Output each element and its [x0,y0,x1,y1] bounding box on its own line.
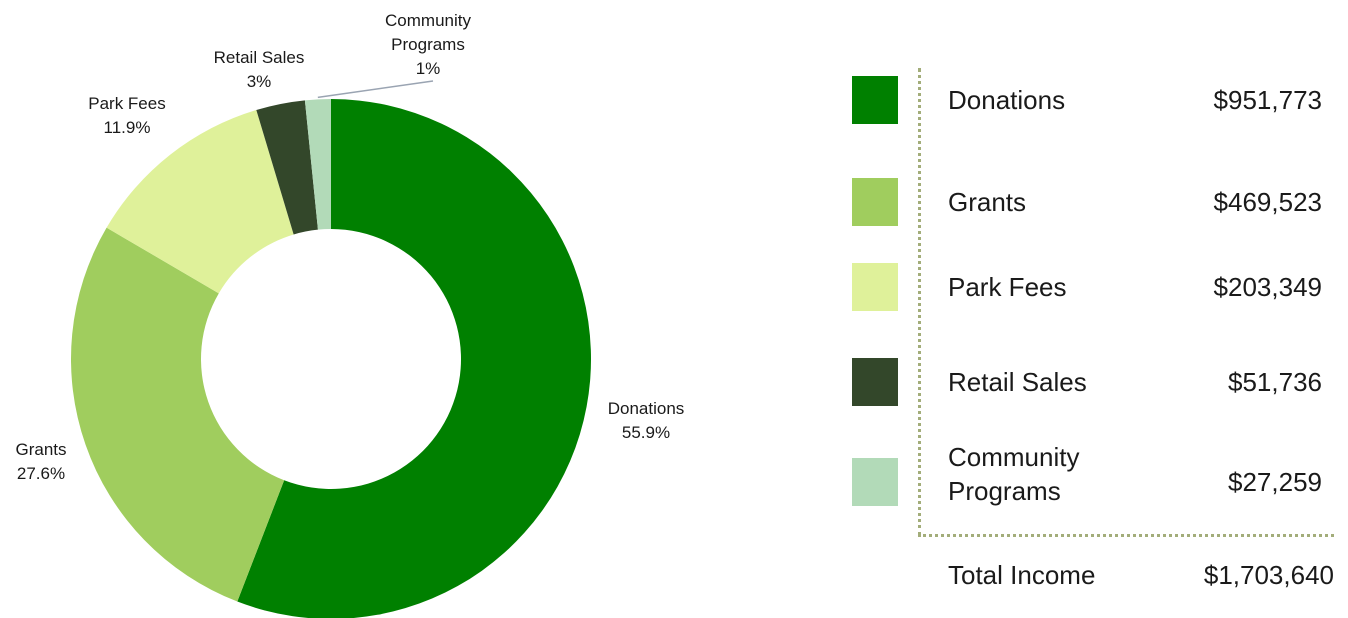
slice-community-programs [304,99,331,230]
legend-value-park-fees: $203,349 [1213,272,1322,302]
legend-swatch-community-programs [852,458,898,506]
legend-swatch-retail-sales [852,358,898,406]
legend-label-donations: Donations [948,85,1066,115]
slice-label-park-fees: Park Fees 11.9% [88,94,165,137]
slice-retail-sales [256,100,318,235]
slice-label-community-programs: Community Programs 1% [385,11,471,78]
slice-grants [70,227,285,602]
legend-value-retail-sales: $51,736 [1228,367,1322,397]
total-income-value: $1,703,640 [1203,560,1334,590]
slice-label-retail-sales: Retail Sales 3% [214,48,305,91]
legend-divider-horizontal [918,534,1334,537]
legend-value-donations: $951,773 [1213,85,1322,115]
legend-divider-vertical [918,68,921,536]
legend-row-community-programs: Community Programs $27,259 [840,442,1348,508]
legend-value-grants: $469,523 [1213,187,1322,217]
legend-table: Donations $951,773 Grants $469,523 Park Fees… [840,0,1348,618]
legend-label-park-fees: Park Fees [948,272,1067,302]
total-income-label: Total Income [948,560,1096,590]
slice-park-fees [106,109,294,294]
legend-label-community-programs: Community Programs [948,442,1080,506]
legend-swatch-park-fees [852,263,898,311]
legend-row-retail-sales: Retail Sales $51,736 [840,358,1348,408]
legend-row-donations: Donations $951,773 [840,76,1348,126]
leader-line-community-programs [317,80,434,99]
slice-donations [237,99,591,618]
donut-chart: Donations 55.9% Grants 27.6% Park Fees 11.9% R… [15,11,685,618]
legend-swatch-donations [852,76,898,124]
legend-value-community-programs: $27,259 [1228,467,1322,497]
legend-row-grants: Grants $469,523 [840,178,1348,228]
legend-swatch-grants [852,178,898,226]
slice-label-donations: Donations 55.9% [608,399,685,442]
legend-row-park-fees: Park Fees $203,349 [840,263,1348,313]
slice-label-grants: Grants 27.6% [15,440,66,483]
legend-label-retail-sales: Retail Sales [948,367,1087,397]
legend-label-grants: Grants [948,187,1027,217]
